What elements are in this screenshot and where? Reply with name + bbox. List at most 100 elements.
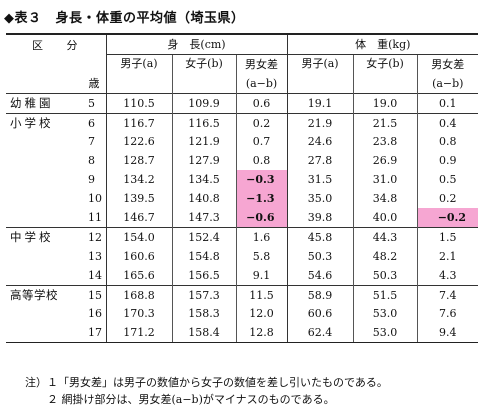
- weight-boy-cell: 31.5: [286, 170, 354, 190]
- weight-boy-cell: 58.9: [286, 284, 354, 305]
- age-cell: 10: [88, 192, 102, 206]
- group-label-junior-high: 中学校: [6, 226, 84, 247]
- table-number: ◆表３: [4, 11, 42, 26]
- weight-diff-cell: 9.4: [416, 323, 479, 344]
- weight-boy-cell: 62.4: [286, 323, 354, 344]
- age-cell: 8: [88, 154, 95, 168]
- height-boy-cell: 128.7: [105, 151, 172, 171]
- age-cell: 17: [84, 323, 106, 344]
- header-weight-boys: 男子(a): [286, 54, 354, 94]
- height-diff-cell: 5.8: [235, 246, 288, 266]
- header-height-diff-sub: (a−b): [235, 73, 288, 94]
- height-girl-cell: 121.9: [171, 132, 236, 152]
- weight-diff-cell: 1.5: [416, 226, 479, 247]
- weight-girl-cell: 21.5: [352, 112, 418, 133]
- height-boy-cell: 171.2: [105, 323, 172, 344]
- table-row: 11 146.7 147.3 −0.6 39.8 40.0 −0.2: [6, 208, 479, 228]
- group-label-kindergarten: 幼稚園: [6, 92, 84, 114]
- group-label-elementary: 小学校: [6, 112, 84, 133]
- weight-diff-cell: 2.1: [416, 246, 479, 266]
- height-diff-negative-cell: −0.6: [235, 208, 288, 228]
- height-boy-cell: 165.6: [105, 265, 172, 286]
- height-boy-cell: 160.6: [105, 246, 172, 266]
- weight-girl-cell: 23.8: [352, 132, 418, 152]
- weight-girl-cell: 40.0: [352, 208, 418, 228]
- table-row: 中学校 12 154.0 152.4 1.6 45.8 44.3 1.5: [6, 226, 479, 247]
- group-label-high-school: 高等学校: [6, 284, 84, 305]
- height-diff-cell: 12.8: [235, 323, 288, 344]
- header-kubun: 区 分: [6, 32, 106, 55]
- age-cell: 14: [88, 268, 102, 282]
- height-diff-cell: 0.2: [235, 112, 288, 133]
- header-height-diff: 男女差: [235, 54, 288, 74]
- weight-boy-cell: 21.9: [286, 112, 354, 133]
- height-boy-cell: 122.6: [105, 132, 172, 152]
- height-diff-cell: 9.1: [235, 265, 288, 286]
- weight-girl-cell: 48.2: [352, 246, 418, 266]
- table-row: 13 160.6 154.8 5.8 50.3 48.2 2.1: [6, 246, 479, 266]
- height-girl-cell: 109.9: [171, 92, 236, 114]
- weight-girl-cell: 50.3: [352, 265, 418, 286]
- weight-boy-cell: 60.6: [286, 304, 354, 324]
- weight-girl-cell: 51.5: [352, 284, 418, 305]
- age-cell: 16: [88, 307, 102, 321]
- weight-diff-cell: 4.3: [416, 265, 479, 286]
- header-height-girls: 女子(b): [171, 54, 236, 94]
- age-cell: 13: [88, 249, 102, 263]
- height-girl-cell: 157.3: [171, 284, 236, 305]
- height-diff-cell: 0.8: [235, 151, 288, 171]
- age-cell: 5: [84, 92, 106, 114]
- weight-diff-cell: 0.5: [416, 170, 479, 190]
- weight-girl-cell: 19.0: [352, 92, 418, 114]
- header-weight-diff-sub: (a−b): [416, 73, 479, 94]
- height-diff-negative-cell: −0.3: [235, 170, 288, 190]
- table-row: 7 122.6 121.9 0.7 24.6 23.8 0.8: [6, 132, 479, 152]
- header-weight: 体 重(kg): [286, 32, 479, 55]
- weight-girl-cell: 34.8: [352, 189, 418, 209]
- height-girl-cell: 116.5: [171, 112, 236, 133]
- height-girl-cell: 134.5: [171, 170, 236, 190]
- table-row: 高等学校 15 168.8 157.3 11.5 58.9 51.5 7.4: [6, 284, 479, 305]
- height-boy-cell: 116.7: [105, 112, 172, 133]
- table-row: 幼稚園 5 110.5 109.9 0.6 19.1 19.0 0.1: [6, 92, 479, 114]
- table-row: 17 171.2 158.4 12.8 62.4 53.0 9.4: [6, 323, 479, 344]
- age-cell: 9: [88, 173, 95, 187]
- weight-diff-cell: 0.8: [416, 132, 479, 152]
- age-cell: 11: [88, 210, 102, 224]
- weight-boy-cell: 24.6: [286, 132, 354, 152]
- age-cell: 12: [84, 226, 106, 247]
- height-boy-cell: 170.3: [105, 304, 172, 324]
- height-diff-cell: 0.7: [235, 132, 288, 152]
- height-boy-cell: 146.7: [105, 208, 172, 228]
- header-weight-girls: 女子(b): [352, 54, 418, 94]
- height-girl-cell: 147.3: [171, 208, 236, 228]
- table-row: 16 170.3 158.3 12.0 60.6 53.0 7.6: [6, 304, 479, 324]
- table-row: 8 128.7 127.9 0.8 27.8 26.9 0.9: [6, 151, 479, 171]
- weight-diff-cell: 0.1: [416, 92, 479, 114]
- age-cell: 15: [84, 284, 106, 305]
- height-girl-cell: 154.8: [171, 246, 236, 266]
- height-diff-cell: 11.5: [235, 284, 288, 305]
- weight-boy-cell: 35.0: [286, 189, 354, 209]
- weight-boy-cell: 27.8: [286, 151, 354, 171]
- header-weight-diff: 男女差: [416, 54, 479, 74]
- age-cell: 6: [84, 112, 106, 133]
- weight-boy-cell: 54.6: [286, 265, 354, 286]
- height-girl-cell: 158.4: [171, 323, 236, 344]
- table-title-text: 身長・体重の平均値（埼玉県）: [55, 11, 245, 26]
- height-girl-cell: 156.5: [171, 265, 236, 286]
- header-height: 身 長(cm): [105, 32, 288, 55]
- weight-girl-cell: 53.0: [352, 323, 418, 344]
- weight-diff-negative-cell: −0.2: [416, 208, 479, 228]
- footnote-1: 注）１「男女差」は男子の数値から女子の数値を差し引いたものである。: [25, 376, 388, 389]
- table-title: ◆表３ 身長・体重の平均値（埼玉県）: [4, 7, 245, 26]
- header-height-boys: 男子(a): [105, 54, 172, 94]
- weight-girl-cell: 31.0: [352, 170, 418, 190]
- height-diff-cell: 1.6: [235, 226, 288, 247]
- height-boy-cell: 110.5: [105, 92, 172, 114]
- header-sai: 歳: [88, 77, 100, 91]
- weight-diff-cell: 0.9: [416, 151, 479, 171]
- weight-diff-cell: 7.4: [416, 284, 479, 305]
- table-row: 小学校 6 116.7 116.5 0.2 21.9 21.5 0.4: [6, 112, 479, 133]
- height-boy-cell: 134.2: [105, 170, 172, 190]
